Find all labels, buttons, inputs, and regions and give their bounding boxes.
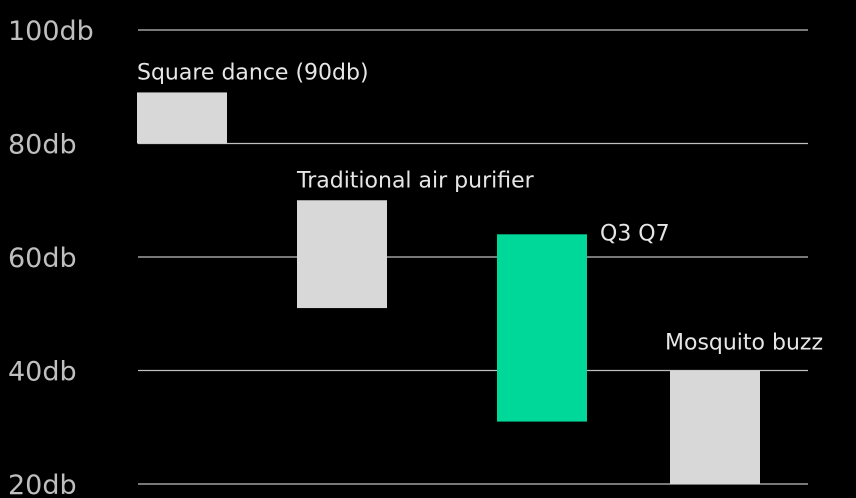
- bar-label: Mosquito buzz: [665, 331, 823, 356]
- y-axis-ticks: 100db 80db 60db 40db 20db: [8, 16, 94, 498]
- y-tick-label: 100db: [8, 16, 94, 47]
- y-tick-label: 80db: [8, 130, 77, 161]
- bars: [137, 92, 760, 484]
- bar-0: [137, 92, 227, 144]
- bar-2: [497, 234, 587, 422]
- y-tick-label: 60db: [8, 243, 77, 274]
- bar-3: [670, 370, 760, 484]
- y-tick-label: 40db: [8, 357, 77, 388]
- bar-label: Square dance (90db): [137, 60, 369, 85]
- bar-1: [297, 200, 387, 309]
- y-tick-label: 20db: [8, 470, 77, 498]
- bar-label: Traditional air purifier: [296, 168, 535, 193]
- bar-label: Q3 Q7: [600, 221, 670, 246]
- bar-labels: Square dance (90db) Traditional air purif…: [137, 60, 823, 355]
